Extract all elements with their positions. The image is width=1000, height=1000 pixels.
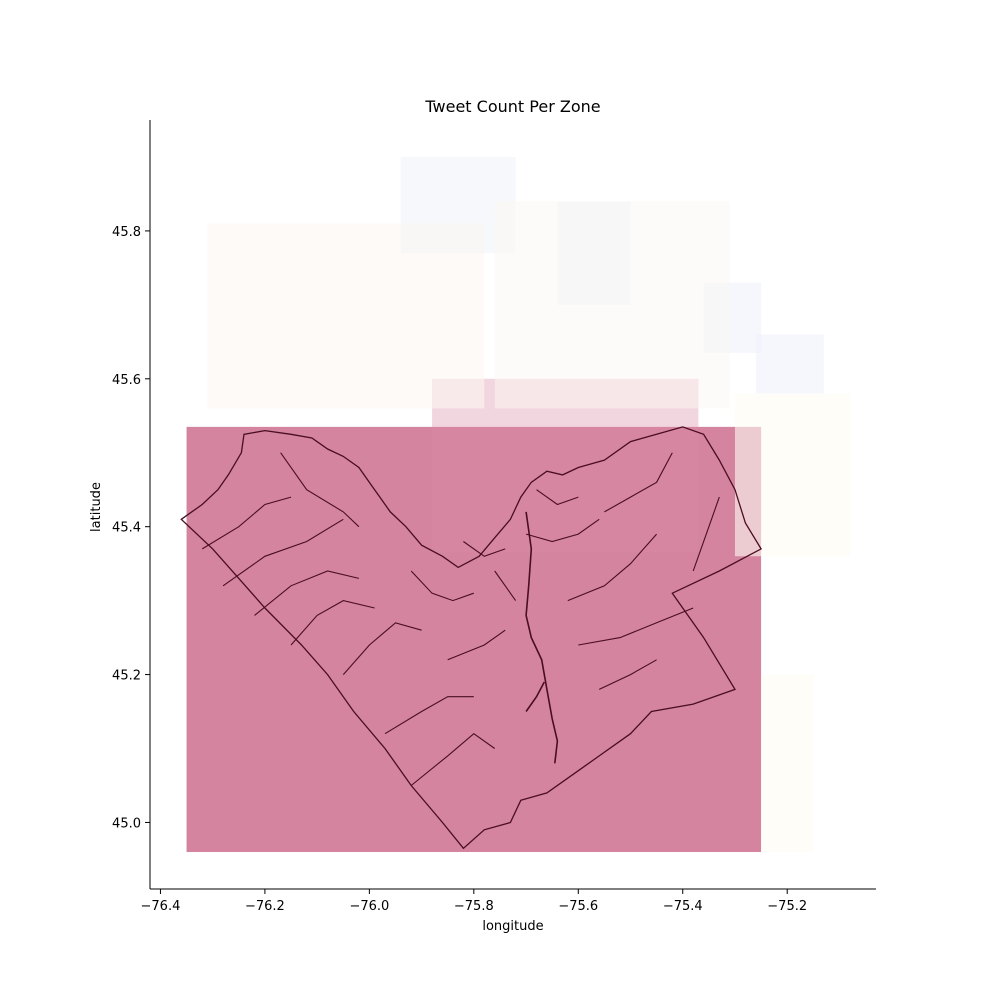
y-tick-label: 45.4	[112, 521, 141, 536]
zone-border-15	[692, 496, 720, 572]
zone-border-8	[447, 629, 506, 661]
zone-cell-8	[734, 393, 850, 557]
region-outline	[180, 426, 763, 850]
x-tick-label: −76.4	[141, 899, 181, 914]
zone-border-11	[567, 533, 658, 602]
axes	[149, 120, 876, 890]
zone-border-5	[342, 622, 422, 675]
zone-cell-5	[755, 334, 824, 394]
x-tick-label: −75.8	[454, 899, 494, 914]
x-tick-label: −75.4	[663, 899, 703, 914]
zone-fill-layer	[186, 156, 850, 853]
zone-border-2	[222, 518, 344, 587]
zone-border-18	[536, 489, 579, 506]
x-tick-label: −75.2	[767, 899, 807, 914]
x-tick-label: −76.0	[349, 899, 389, 914]
river-line-1	[525, 681, 546, 712]
zone-border-0	[280, 452, 360, 528]
zone-cell-0	[186, 426, 762, 853]
zone-border-1	[201, 496, 292, 550]
y-tick-label: 45.6	[112, 373, 141, 388]
zone-cell-9	[761, 674, 814, 853]
zone-border-9	[494, 570, 517, 601]
y-axis-label: latitude	[89, 482, 104, 532]
x-tick-label: −75.6	[558, 899, 598, 914]
zone-border-12	[578, 607, 694, 646]
y-tick-label: 45.8	[112, 225, 141, 240]
x-axis-label: longitude	[482, 919, 543, 934]
zone-border-13	[598, 659, 657, 690]
zone-boundary-layer	[180, 426, 763, 850]
zone-border-14	[604, 452, 673, 513]
ticks: −76.4 −76.2 −76.0 −75.8 −75.6 −75.4 −75.2 45.0 4…	[112, 225, 807, 914]
zone-cell-6	[207, 223, 485, 409]
zone-border-17	[463, 541, 506, 557]
zone-border-16	[525, 518, 600, 543]
y-tick-label: 45.2	[112, 669, 141, 684]
zone-border-3	[254, 570, 360, 616]
river-line-0	[525, 511, 559, 764]
zone-border-4	[290, 600, 375, 646]
chart-title: Tweet Count Per Zone	[424, 97, 600, 116]
zone-cell-7	[494, 201, 730, 409]
zone-border-7	[410, 733, 496, 786]
zone-border-10	[410, 570, 474, 602]
zone-border-6	[384, 696, 474, 735]
y-tick-label: 45.0	[112, 816, 141, 831]
x-tick-label: −76.2	[245, 899, 285, 914]
